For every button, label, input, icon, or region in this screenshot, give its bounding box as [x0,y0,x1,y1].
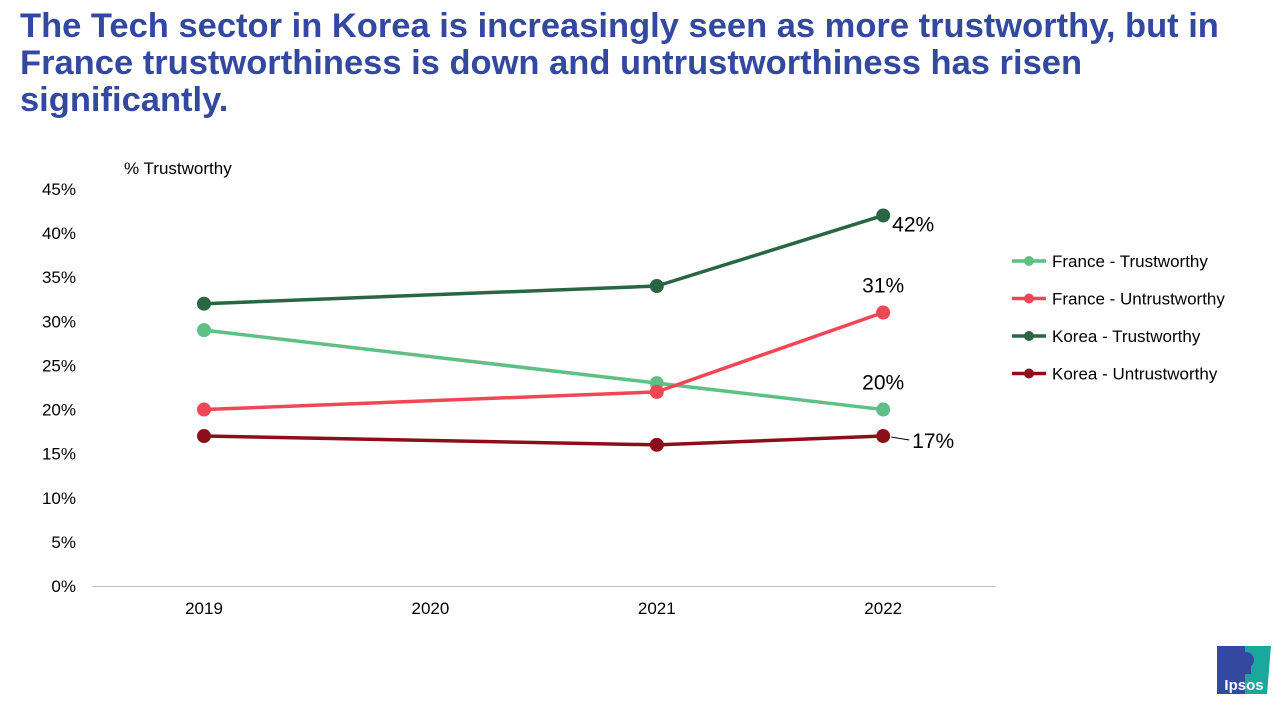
y-tick-label: 45% [42,180,76,199]
data-label: 42% [892,213,934,236]
data-point [876,429,891,444]
y-tick-label: 30% [42,312,76,331]
legend-marker [1024,331,1034,341]
legend-label: France - Trustworthy [1052,252,1208,271]
legend-marker [1024,368,1034,379]
series-line [203,310,884,412]
legend-label: Korea - Untrustworthy [1052,365,1218,384]
y-tick-label: 40% [42,224,76,243]
leader-line [891,436,910,441]
data-point [649,384,664,399]
data-label: 17% [912,430,954,453]
data-point [649,279,664,294]
series-line [203,434,884,447]
data-label: 31% [862,275,904,298]
data-label: 20% [862,372,904,395]
data-point [876,402,891,417]
svg-text:Ipsos: Ipsos [1224,677,1263,694]
y-tick-label: 10% [42,489,76,508]
data-point [649,437,664,452]
data-point [876,305,891,320]
legend-marker [1024,293,1034,304]
y-tick-label: 20% [42,401,76,420]
x-tick-label: 2022 [864,599,902,618]
legend-label: France - Untrustworthy [1052,290,1225,309]
data-point [197,323,211,338]
data-point [197,296,211,311]
data-point [876,208,891,223]
x-tick-label: 2019 [185,599,223,618]
series-line [203,213,884,306]
data-point [197,429,211,444]
y-tick-label: 0% [51,577,76,596]
slide-title: The Tech sector in Korea is increasingly… [20,7,1219,119]
y-tick-label: 35% [42,268,76,287]
y-tick-label: 5% [51,533,76,552]
ipsos-logo: Ipsos [1217,646,1271,694]
x-tick-label: 2020 [411,599,449,618]
legend-marker [1024,256,1034,266]
y-tick-label: 25% [42,356,76,375]
data-point [197,402,211,417]
x-tick-label: 2021 [638,599,676,618]
y-tick-label: 15% [42,445,76,464]
legend-label: Korea - Trustworthy [1052,327,1201,346]
y-axis-label: % Trustworthy [124,159,232,178]
